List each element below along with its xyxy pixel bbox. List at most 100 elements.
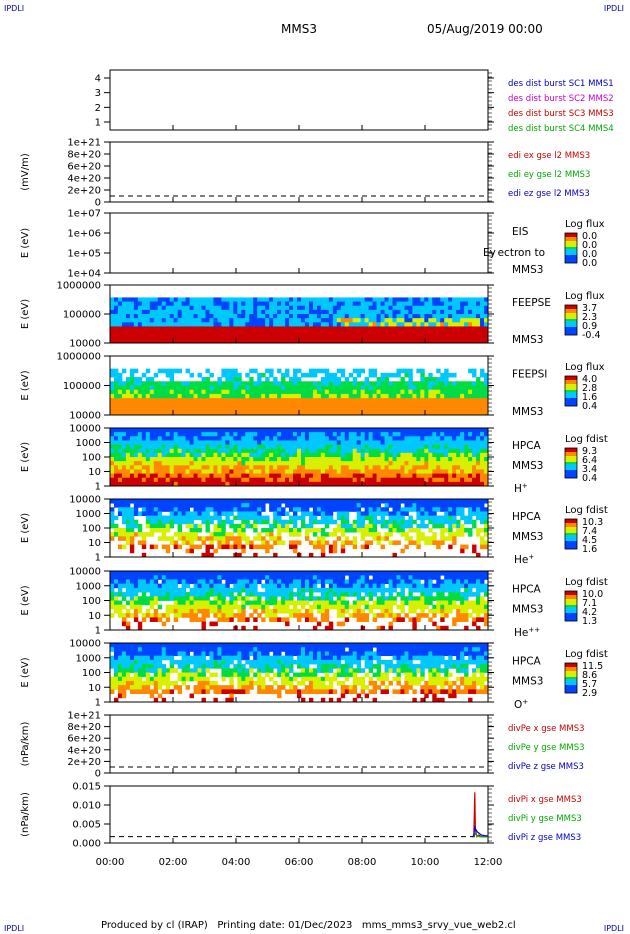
heatmap-cell <box>372 461 377 466</box>
heatmap-cell <box>428 465 433 470</box>
heatmap-cell <box>312 532 318 537</box>
heatmap-cell <box>484 473 489 479</box>
heatmap-cell <box>145 334 151 340</box>
heatmap-cell <box>157 402 163 407</box>
heatmap-cell <box>297 461 302 466</box>
heatmap-cell <box>376 532 381 537</box>
heatmap-cell <box>316 318 322 323</box>
heatmap-cell <box>308 511 314 516</box>
heatmap-cell <box>472 334 477 340</box>
heatmap-cell <box>416 536 421 541</box>
heatmap-cell <box>121 613 127 618</box>
heatmap-cell <box>133 393 139 399</box>
heatmap-cell <box>113 608 119 614</box>
heatmap-cell <box>137 587 143 593</box>
heatmap-cell <box>129 444 135 450</box>
heatmap-cell <box>229 305 234 311</box>
heatmap-cell <box>420 473 425 479</box>
instrument-label: FEEPSE <box>512 297 551 309</box>
heatmap-cell <box>189 477 194 483</box>
heatmap-cell <box>189 461 194 466</box>
heatmap-cell <box>249 428 254 433</box>
heatmap-cell <box>129 381 135 386</box>
heatmap-cell <box>328 410 334 416</box>
heatmap-cell <box>468 473 473 479</box>
heatmap-cell <box>297 330 302 336</box>
heatmap-cell <box>161 469 167 474</box>
heatmap-cell <box>110 448 115 454</box>
heatmap-cell <box>376 334 381 340</box>
heatmap-cell <box>217 608 222 614</box>
heatmap-cell <box>456 381 461 386</box>
heatmap-cell <box>364 473 370 479</box>
heatmap-cell <box>249 481 254 487</box>
heatmap-cell <box>428 507 433 512</box>
heatmap-cell <box>484 398 489 403</box>
heatmap-cell <box>277 385 282 391</box>
heatmap-cell <box>328 389 334 395</box>
heatmap-cell <box>197 511 202 516</box>
heatmap-cell <box>396 469 401 474</box>
heatmap-cell <box>181 461 186 466</box>
heatmap-cell <box>245 326 250 331</box>
heatmap-cell <box>201 617 206 622</box>
heatmap-cell <box>344 381 350 386</box>
heatmap-cell <box>157 499 163 504</box>
heatmap-cell <box>169 368 175 374</box>
heatmap-cell <box>368 515 374 521</box>
heatmap-cell <box>297 381 302 386</box>
heatmap-cell <box>376 385 381 391</box>
heatmap-cell <box>161 410 167 416</box>
heatmap-cell <box>225 587 230 593</box>
heatmap-cell <box>324 385 330 391</box>
heatmap-cell <box>444 469 449 474</box>
heatmap-cell <box>141 448 147 454</box>
heatmap-cell <box>404 334 409 340</box>
heatmap-cell <box>293 314 298 319</box>
heatmap-cell <box>348 523 354 529</box>
heatmap-cell <box>169 338 175 344</box>
heatmap-cell <box>320 499 326 504</box>
heatmap-cell <box>281 334 286 340</box>
heatmap-cell <box>412 477 417 483</box>
heatmap-cell <box>241 314 246 319</box>
heatmap-cell <box>324 322 330 327</box>
heatmap-cell <box>217 536 222 541</box>
heatmap-cell <box>412 528 417 533</box>
heatmap-cell <box>320 461 326 466</box>
heatmap-cell <box>165 519 171 525</box>
heatmap-cell <box>316 301 322 307</box>
heatmap-cell <box>372 406 377 412</box>
heatmap-cell <box>141 473 147 479</box>
heatmap-cell <box>456 503 461 508</box>
heatmap-cell <box>285 389 290 395</box>
heatmap-cell <box>432 440 437 445</box>
heatmap-cell <box>217 604 222 610</box>
heatmap-cell <box>201 519 206 525</box>
heatmap-cell <box>273 440 278 445</box>
heatmap-cell <box>368 338 374 344</box>
heatmap-cell <box>145 406 151 412</box>
heatmap-cell <box>308 393 314 399</box>
heatmap-cell <box>225 428 230 433</box>
heatmap-cell <box>384 372 389 378</box>
heatmap-cell <box>221 587 226 593</box>
heatmap-cell <box>205 326 210 331</box>
heatmap-cell <box>293 372 298 378</box>
ytick-label: 1000000 <box>56 352 101 363</box>
heatmap-cell <box>237 579 242 585</box>
heatmap-cell <box>241 548 246 554</box>
heatmap-cell <box>125 398 131 403</box>
heatmap-cell <box>249 297 254 302</box>
heatmap-cell <box>205 528 210 533</box>
heatmap-cell <box>165 461 171 466</box>
heatmap-cell <box>384 532 389 537</box>
heatmap-cell <box>153 326 159 331</box>
heatmap-cell <box>209 402 214 407</box>
heatmap-cell <box>480 511 485 516</box>
heatmap-cell <box>344 314 350 319</box>
heatmap-cell <box>209 575 214 580</box>
heatmap-cell <box>336 436 342 441</box>
heatmap-cell <box>177 305 183 311</box>
heatmap-cell <box>412 440 417 445</box>
